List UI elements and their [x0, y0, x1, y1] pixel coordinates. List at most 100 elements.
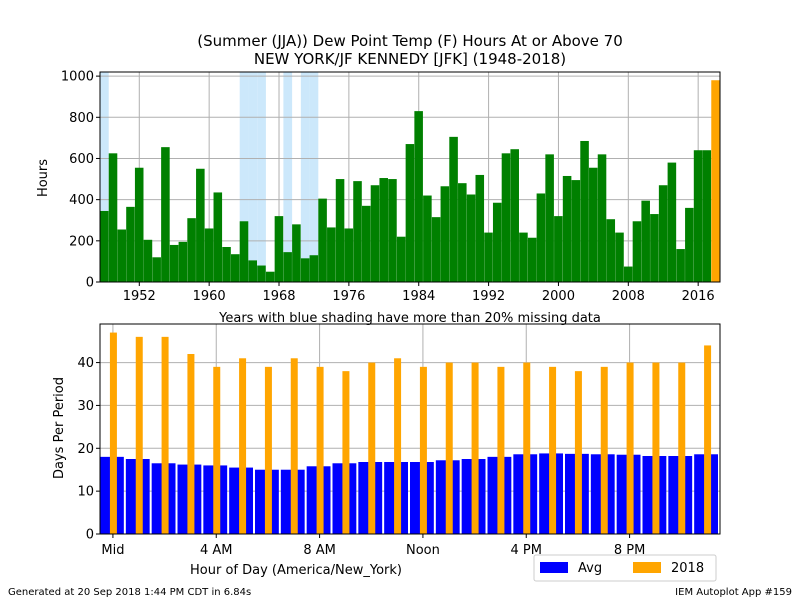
yearly-bar	[222, 247, 231, 282]
top-y-tick-label: 200	[69, 234, 94, 249]
yearly-bar	[335, 179, 345, 282]
yearly-bar	[580, 140, 589, 282]
yearly-bar	[423, 195, 432, 282]
legend-swatch-avg	[540, 562, 568, 573]
yearly-bar	[484, 232, 493, 282]
yearly-bar	[685, 207, 694, 282]
current-year-bar	[445, 362, 453, 534]
yearly-bar	[292, 224, 301, 282]
yearly-bar	[379, 178, 388, 282]
footer-generated-text: Generated at 20 Sep 2018 1:44 PM CDT in …	[8, 587, 251, 598]
yearly-bar	[667, 162, 677, 282]
yearly-bar	[274, 216, 284, 282]
yearly-bar	[519, 232, 528, 282]
current-year-bar	[394, 358, 402, 534]
current-year-bar	[135, 336, 143, 534]
current-year-bar	[471, 362, 479, 534]
legend-box	[533, 554, 717, 582]
top-y-tick-label: 1000	[61, 70, 94, 85]
yearly-bar	[265, 271, 275, 282]
yearly-bar	[152, 257, 161, 282]
yearly-bar	[100, 210, 109, 282]
current-year-bar	[109, 332, 117, 534]
bottom-y-tick-label: 40	[77, 356, 94, 371]
missing-data-shade	[309, 72, 319, 282]
yearly-bar	[589, 167, 598, 282]
top-y-tick-label: 600	[69, 152, 94, 167]
hourly-days-chart: Mid 4 AM 8 AM Noon 4 PM 8 PM 0 10 20 30 40	[77, 323, 721, 558]
yearly-bar	[283, 252, 292, 282]
yearly-bar	[431, 217, 441, 282]
bottom-x-tick-label: 8 AM	[303, 543, 336, 558]
yearly-bar	[510, 149, 519, 282]
yearly-bar	[501, 153, 511, 282]
current-year-bar	[704, 345, 712, 534]
yearly-bar	[405, 144, 415, 282]
legend-label-avg: Avg	[578, 561, 602, 576]
yearly-bar	[388, 179, 397, 282]
bottom-x-tick-label: Mid	[101, 543, 124, 558]
top-x-tick-label: 1992	[472, 289, 505, 304]
yearly-bar	[178, 241, 188, 282]
yearly-bar	[327, 227, 336, 282]
bottom-y-tick-label: 30	[77, 399, 94, 414]
current-year-bar	[264, 366, 272, 534]
bottom-x-tick-label: 4 PM	[511, 543, 542, 558]
yearly-bar	[396, 236, 406, 282]
current-year-bar	[213, 366, 221, 534]
yearly-bar	[239, 221, 249, 282]
top-x-tick-label: 2016	[682, 289, 715, 304]
yearly-bar	[641, 200, 650, 282]
current-year-bar	[549, 366, 557, 534]
missing-data-shade	[100, 72, 109, 282]
current-year-bar	[678, 362, 686, 534]
top-plot-frame	[99, 71, 721, 283]
yearly-bar	[134, 167, 144, 282]
yearly-bar	[658, 185, 668, 282]
yearly-bar	[650, 214, 659, 282]
legend-swatch-2018	[633, 562, 661, 573]
yearly-bar	[632, 221, 642, 282]
yearly-bar	[597, 154, 607, 282]
current-year-bar	[187, 354, 195, 534]
current-year-bar	[316, 366, 324, 534]
current-year-bar	[497, 366, 505, 534]
current-year-bar	[626, 362, 634, 534]
yearly-bar	[108, 153, 118, 282]
yearly-bar	[309, 255, 319, 282]
current-year-bar	[161, 336, 169, 534]
yearly-bar	[711, 80, 720, 282]
yearly-bar	[414, 111, 423, 282]
missing-data-shade	[239, 72, 249, 282]
bottom-y-axis-label: Days Per Period	[52, 377, 67, 479]
yearly-bar	[440, 186, 450, 282]
top-y-tick-label: 0	[86, 276, 94, 291]
yearly-bar	[187, 218, 196, 282]
top-y-tick-label: 800	[69, 111, 94, 126]
bottom-x-tick-label: Noon	[406, 543, 440, 558]
top-x-tick-label: 2008	[612, 289, 645, 304]
yearly-bar	[615, 232, 624, 282]
bottom-y-tick-label: 20	[77, 442, 94, 457]
chart-subtitle: NEW YORK/JF KENNEDY [JFK] (1948-2018)	[254, 50, 566, 68]
bottom-x-tick-label: 8 PM	[614, 543, 645, 558]
yearly-bar	[126, 206, 135, 282]
yearly-bar	[169, 244, 179, 282]
top-x-tick-label: 1952	[123, 289, 156, 304]
yearly-bar	[527, 237, 537, 282]
current-year-bar	[290, 358, 298, 534]
top-x-axis-label: Years with blue shading have more than 2…	[218, 311, 601, 326]
current-year-bar	[419, 366, 427, 534]
yearly-bar	[300, 258, 310, 282]
bottom-plot-frame	[99, 323, 721, 535]
current-year-bar	[239, 358, 247, 534]
top-x-tick-label: 1968	[262, 289, 295, 304]
yearly-bar	[554, 216, 563, 282]
current-year-bar	[523, 362, 531, 534]
legend: Avg 2018	[533, 554, 717, 582]
yearly-bar	[562, 175, 572, 282]
yearly-bar	[344, 228, 354, 282]
top-y-axis-label: Hours	[36, 159, 51, 197]
yearly-bar	[545, 154, 554, 282]
yearly-bar	[361, 205, 371, 282]
